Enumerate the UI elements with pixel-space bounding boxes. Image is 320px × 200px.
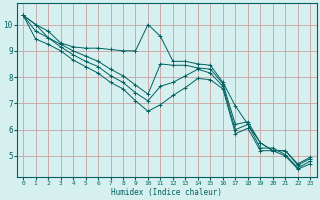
- X-axis label: Humidex (Indice chaleur): Humidex (Indice chaleur): [111, 188, 222, 197]
